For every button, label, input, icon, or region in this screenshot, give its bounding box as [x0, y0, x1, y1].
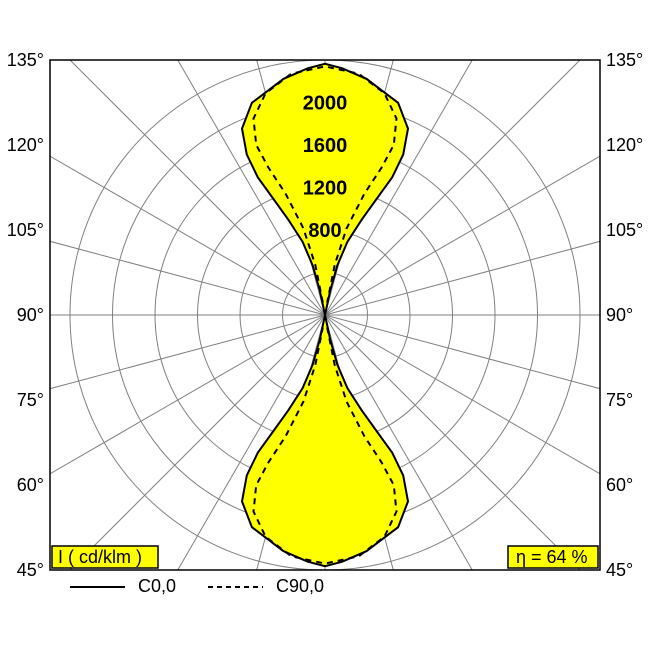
angle-label-right: 120°	[606, 135, 643, 155]
legend-label-c0: C0,0	[138, 576, 176, 596]
ring-label: 1200	[303, 178, 348, 200]
angle-label-right: 60°	[606, 475, 633, 495]
angle-label-right: 90°	[606, 305, 633, 325]
angle-label-right: 105°	[606, 220, 643, 240]
angle-label-left: 105°	[7, 220, 44, 240]
legend-label-c90: C90,0	[276, 576, 324, 596]
angle-label-left: 60°	[17, 475, 44, 495]
angle-label-right: 45°	[606, 560, 633, 580]
angle-label-left: 120°	[7, 135, 44, 155]
ring-label: 800	[308, 220, 341, 242]
angle-label-left: 135°	[7, 50, 44, 70]
angle-label-right: 75°	[606, 390, 633, 410]
ring-label: 1600	[303, 135, 348, 157]
eta-label: η = 64 %	[516, 547, 588, 567]
angle-label-right: 135°	[606, 50, 643, 70]
ring-label: 2000	[303, 93, 348, 115]
polar-chart-container: 800 1200 1600 2000 45° 45° 60° 60° 75° 75° 90° 90° 1…	[0, 0, 650, 650]
polar-chart-svg: 800 1200 1600 2000 45° 45° 60° 60° 75° 75° 90° 90° 1…	[0, 0, 650, 650]
angle-label-left: 75°	[17, 390, 44, 410]
angle-label-left: 90°	[17, 305, 44, 325]
unit-label: I ( cd/klm )	[58, 547, 142, 567]
angle-label-left: 45°	[17, 560, 44, 580]
